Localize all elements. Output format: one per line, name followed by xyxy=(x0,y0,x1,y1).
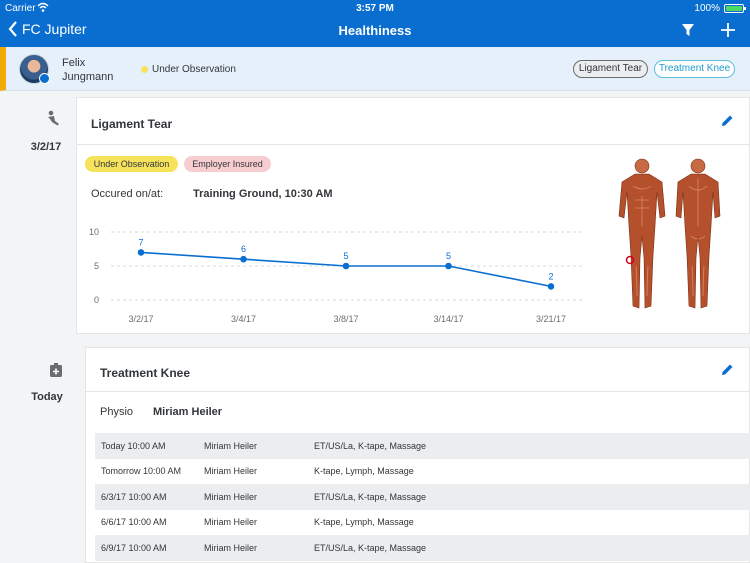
treatment-schedule: Today 10:00 AM Miriam Heiler ET/US/La, K… xyxy=(95,433,750,561)
occurred-value: Training Ground, 10:30 AM xyxy=(193,188,333,200)
battery-percent: 100% xyxy=(694,3,720,14)
data-point xyxy=(137,249,145,256)
player-header: Felix Jungmann Under Observation Ligamen… xyxy=(0,47,750,91)
anatomy-figure[interactable] xyxy=(613,156,721,314)
injury-icon xyxy=(45,110,61,131)
schedule-time: 6/6/17 10:00 AM xyxy=(101,517,167,528)
data-point xyxy=(445,262,452,270)
schedule-time: Tomorrow 10:00 AM xyxy=(101,466,182,477)
occurred-label: Occured on/at: xyxy=(91,188,164,200)
y-tick-label: 0 xyxy=(94,295,99,305)
avatar xyxy=(19,54,50,84)
player-first-name: Felix xyxy=(62,57,86,69)
clock: 3:57 PM xyxy=(356,3,394,14)
data-point xyxy=(547,283,555,290)
x-tick-label: 3/14/17 xyxy=(433,314,463,324)
team-badge-icon xyxy=(39,73,50,84)
status-bar: Carrier 3:57 PM 100% xyxy=(0,0,750,16)
schedule-row[interactable]: Today 10:00 AM Miriam Heiler ET/US/La, K… xyxy=(95,433,750,459)
status-dot xyxy=(141,66,148,73)
battery-icon xyxy=(724,4,746,13)
injury-marker xyxy=(625,255,635,265)
injury-card: Ligament Tear Under Observation Employer… xyxy=(76,97,750,334)
data-point xyxy=(240,255,247,263)
schedule-treatment: K-tape, Lymph, Massage xyxy=(314,466,414,477)
injury-progress-chart: 10 5 0 7 6 5 5 2 3/2/17 3/4/17 3/8/17 3/14/17 3/21/1… xyxy=(89,227,582,324)
navigation-bar: FC Jupiter Healthiness xyxy=(0,16,750,47)
schedule-treatment: ET/US/La, K-tape, Massage xyxy=(314,440,427,451)
edit-treatment-icon[interactable] xyxy=(721,363,734,381)
treatment-title: Treatment Knee xyxy=(100,366,191,380)
schedule-time: Today 10:00 AM xyxy=(101,440,166,451)
schedule-treatment: K-tape, Lymph, Massage xyxy=(314,517,414,528)
schedule-physio: Miriam Heiler xyxy=(204,440,258,451)
schedule-row[interactable]: Tomorrow 10:00 AM Miriam Heiler K-tape, … xyxy=(95,459,750,485)
schedule-treatment: ET/US/La, K-tape, Massage xyxy=(314,491,427,502)
injury-date: 3/2/17 xyxy=(30,141,62,153)
chip-ligament-tear[interactable]: Ligament Tear xyxy=(573,60,648,78)
wifi-icon xyxy=(37,1,49,16)
x-tick-label: 3/21/17 xyxy=(536,314,566,324)
injury-title: Ligament Tear xyxy=(91,117,173,131)
player-name: Felix Jungmann xyxy=(62,56,113,84)
medical-kit-icon xyxy=(50,363,62,382)
card-divider xyxy=(77,144,749,145)
schedule-time: 6/9/17 10:00 AM xyxy=(101,542,167,553)
data-label: 2 xyxy=(548,271,553,281)
data-label: 5 xyxy=(446,251,451,261)
schedule-physio: Miriam Heiler xyxy=(204,517,258,528)
data-point xyxy=(342,262,350,270)
x-tick-label: 3/8/17 xyxy=(333,314,358,324)
edit-injury-icon[interactable] xyxy=(721,114,734,132)
schedule-physio: Miriam Heiler xyxy=(204,466,258,477)
back-button-label: FC Jupiter xyxy=(22,21,87,37)
tag-employer-insured: Employer Insured xyxy=(184,156,271,172)
player-status: Under Observation xyxy=(141,64,236,75)
chip-treatment-knee[interactable]: Treatment Knee xyxy=(654,60,735,78)
schedule-row[interactable]: 6/3/17 10:00 AM Miriam Heiler ET/US/La, … xyxy=(95,484,750,510)
filter-icon[interactable] xyxy=(681,23,695,42)
data-label: 7 xyxy=(138,237,143,247)
physio-value: Miriam Heiler xyxy=(153,406,223,418)
treatment-date: Today xyxy=(31,391,63,403)
player-last-name: Jungmann xyxy=(62,71,114,83)
schedule-time: 6/3/17 10:00 AM xyxy=(101,491,167,502)
treatment-card: Treatment Knee Physio Miriam Heiler Toda… xyxy=(85,347,750,563)
schedule-physio: Miriam Heiler xyxy=(204,491,258,502)
x-tick-label: 3/4/17 xyxy=(231,314,256,324)
chevron-left-icon xyxy=(8,21,17,37)
player-status-label: Under Observation xyxy=(152,64,236,75)
data-label: 5 xyxy=(343,251,348,261)
schedule-treatment: ET/US/La, K-tape, Massage xyxy=(314,542,427,553)
y-tick-label: 10 xyxy=(89,227,99,237)
physio-label: Physio xyxy=(100,406,134,418)
carrier-label: Carrier xyxy=(5,3,36,14)
back-button[interactable]: FC Jupiter xyxy=(8,21,87,37)
data-label: 6 xyxy=(241,244,246,254)
add-icon[interactable] xyxy=(720,22,736,43)
schedule-physio: Miriam Heiler xyxy=(204,542,258,553)
schedule-row[interactable]: 6/9/17 10:00 AM Miriam Heiler ET/US/La, … xyxy=(95,535,750,561)
card-divider xyxy=(86,391,749,392)
y-tick-label: 5 xyxy=(94,261,99,271)
x-tick-label: 3/2/17 xyxy=(128,314,153,324)
tag-under-observation: Under Observation xyxy=(85,156,178,172)
schedule-row[interactable]: 6/6/17 10:00 AM Miriam Heiler K-tape, Ly… xyxy=(95,510,750,536)
page-title: Healthiness xyxy=(338,23,412,38)
